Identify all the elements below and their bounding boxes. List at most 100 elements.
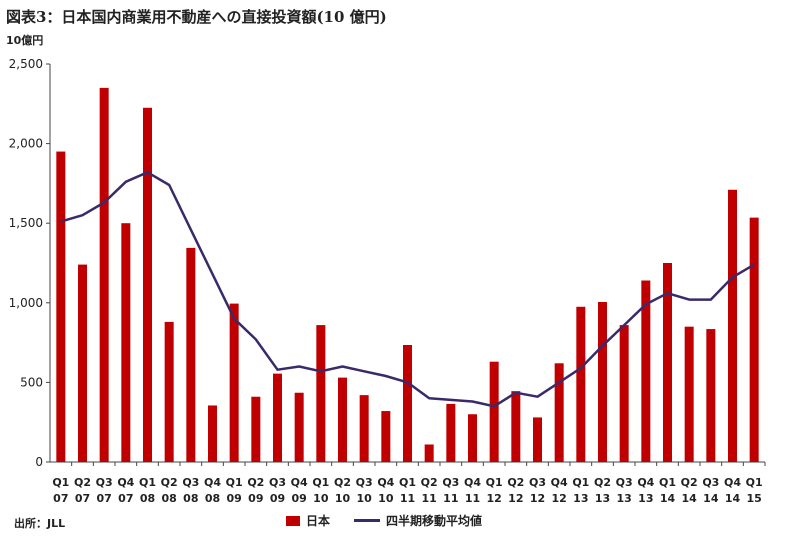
bar	[229, 303, 239, 462]
bar	[598, 302, 607, 462]
bar	[641, 280, 651, 462]
x-tick-label-year: 12	[530, 492, 545, 505]
x-tick-label-year: 12	[487, 492, 502, 505]
bar	[381, 411, 391, 462]
y-tick-label: 2,500	[9, 57, 43, 71]
bar	[554, 363, 564, 462]
legend-swatch-bar	[286, 515, 300, 526]
x-tick-label-quarter: Q1	[572, 476, 589, 489]
x-tick-label-year: 12	[508, 492, 523, 505]
y-tick-label: 1,000	[9, 296, 43, 310]
x-tick-label-quarter: Q4	[464, 476, 481, 489]
bar	[619, 325, 629, 462]
x-tick-label-quarter: Q1	[139, 476, 156, 489]
x-tick-label-year: 07	[53, 492, 68, 505]
bar	[56, 151, 66, 462]
x-tick-label-year: 08	[183, 492, 198, 505]
bar	[706, 329, 716, 462]
x-tick-label-quarter: Q2	[74, 476, 91, 489]
x-tick-label-year: 07	[97, 492, 112, 505]
x-tick-label-year: 10	[357, 492, 373, 505]
moving-average-line	[60, 171, 755, 408]
x-tick-label-year: 10	[313, 492, 329, 505]
x-tick-label-quarter: Q3	[96, 476, 113, 489]
x-tick-label-year: 08	[162, 492, 177, 505]
bar	[208, 405, 217, 462]
x-tick-label-quarter: Q4	[724, 476, 741, 489]
x-tick-label-quarter: Q2	[334, 476, 351, 489]
x-tick-label-quarter: Q1	[486, 476, 503, 489]
bar	[338, 377, 347, 462]
legend-label-bar: 日本	[306, 514, 331, 528]
x-tick-label-year: 13	[573, 492, 588, 505]
bar	[78, 264, 87, 462]
x-tick-label-year: 15	[747, 492, 762, 505]
bar	[511, 391, 521, 462]
y-axis-unit-label: 10億円	[6, 34, 44, 47]
x-tick-label-quarter: Q2	[681, 476, 698, 489]
x-tick-label-year: 10	[378, 492, 394, 505]
x-tick-label-quarter: Q3	[269, 476, 286, 489]
bar	[294, 392, 304, 462]
bar	[533, 417, 542, 462]
x-tick-label-year: 10	[335, 492, 351, 505]
legend: 日本 四半期移動平均値	[286, 512, 482, 529]
x-tick-label-year: 07	[75, 492, 90, 505]
bar	[186, 247, 196, 462]
x-tick-label-quarter: Q3	[356, 476, 373, 489]
x-tick-label-year: 14	[660, 492, 676, 505]
x-tick-label-year: 14	[703, 492, 719, 505]
bar	[728, 189, 737, 462]
x-tick-label-quarter: Q1	[659, 476, 676, 489]
x-tick-label-quarter: Q1	[399, 476, 416, 489]
bar	[403, 344, 412, 462]
legend-label-line: 四半期移動平均値	[386, 514, 483, 528]
bar	[99, 87, 109, 462]
x-tick-label-quarter: Q2	[594, 476, 611, 489]
x-tick-label-quarter: Q2	[507, 476, 524, 489]
bar	[121, 223, 131, 462]
y-tick-label: 2,000	[9, 137, 43, 151]
x-tick-label-quarter: Q4	[377, 476, 394, 489]
x-tick-label-quarter: Q3	[702, 476, 719, 489]
legend-swatch-line	[354, 519, 381, 522]
x-tick-label-quarter: Q4	[291, 476, 308, 489]
x-tick-label-year: 12	[552, 492, 567, 505]
x-tick-label-year: 13	[617, 492, 632, 505]
x-tick-label-quarter: Q1	[226, 476, 243, 489]
x-tick-label-year: 11	[465, 492, 480, 505]
bar	[684, 326, 694, 462]
x-tick-label-year: 14	[725, 492, 741, 505]
x-tick-label-quarter: Q2	[421, 476, 438, 489]
source-note: 出所：JLL	[14, 517, 66, 530]
x-tick-label-quarter: Q3	[616, 476, 633, 489]
x-tick-label-year: 13	[595, 492, 610, 505]
x-tick-label-quarter: Q1	[52, 476, 69, 489]
x-tick-label-year: 09	[292, 492, 307, 505]
bar	[749, 217, 759, 462]
x-tick-label-quarter: Q2	[161, 476, 178, 489]
bar	[468, 414, 477, 462]
x-tick-label-quarter: Q3	[182, 476, 199, 489]
x-tick-label-quarter: Q4	[637, 476, 654, 489]
bar	[424, 444, 434, 462]
x-tick-label-year: 11	[443, 492, 458, 505]
bar	[359, 395, 369, 462]
y-tick-label: 500	[20, 375, 43, 389]
x-tick-label-quarter: Q4	[551, 476, 568, 489]
y-tick-label: 1,500	[9, 216, 43, 230]
x-tick-label-year: 09	[270, 492, 285, 505]
x-tick-label-year: 09	[248, 492, 263, 505]
x-tick-label-year: 13	[638, 492, 653, 505]
x-tick-label-quarter: Q3	[442, 476, 459, 489]
y-tick-label: 0	[35, 455, 43, 469]
bar	[273, 373, 282, 462]
x-tick-label-year: 14	[682, 492, 698, 505]
x-tick-label-year: 08	[140, 492, 155, 505]
x-tick-label-quarter: Q1	[312, 476, 329, 489]
x-tick-label-quarter: Q4	[117, 476, 134, 489]
x-tick-label-year: 07	[118, 492, 133, 505]
x-tick-label-quarter: Q2	[247, 476, 264, 489]
x-tick-label-quarter: Q1	[746, 476, 763, 489]
